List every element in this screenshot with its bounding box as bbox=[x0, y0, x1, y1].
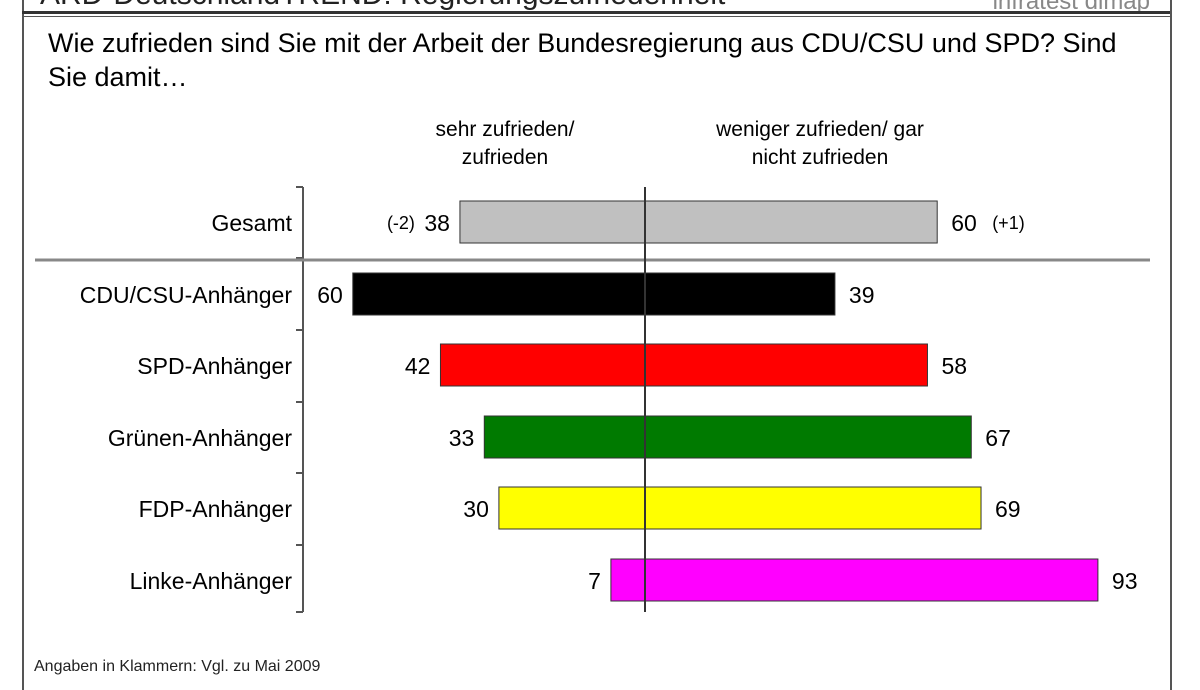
bar-1 bbox=[352, 272, 836, 316]
bar-4 bbox=[498, 486, 982, 530]
question-text: Wie zufrieden sind Sie mit der Arbeit de… bbox=[48, 28, 1117, 92]
value-label-left: 33 bbox=[449, 425, 475, 451]
category-label: Grünen-Anhänger bbox=[108, 425, 292, 451]
value-label-left: 60 bbox=[317, 282, 343, 308]
category-label: FDP-Anhänger bbox=[139, 496, 293, 522]
column-header-left: sehr zufrieden/ zufrieden bbox=[435, 118, 575, 169]
value-label-right: 67 bbox=[985, 425, 1011, 451]
chart-frame bbox=[22, 0, 1172, 690]
value-label-left: 38 bbox=[424, 210, 450, 236]
category-label: CDU/CSU-Anhänger bbox=[80, 282, 293, 308]
category-label: SPD-Anhänger bbox=[137, 353, 292, 379]
value-label-right: 58 bbox=[941, 353, 967, 379]
category-label: Gesamt bbox=[211, 210, 292, 236]
change-label-right: (+1) bbox=[992, 213, 1025, 233]
bar-3 bbox=[483, 415, 972, 459]
value-label-left: 30 bbox=[463, 496, 489, 522]
footnote: Angaben in Klammern: Vgl. zu Mai 2009 bbox=[34, 658, 321, 675]
value-label-right: 93 bbox=[1112, 568, 1138, 594]
bar-0 bbox=[459, 200, 938, 244]
value-label-left: 7 bbox=[588, 568, 601, 594]
title-rule-thin bbox=[22, 16, 1170, 17]
value-label-right: 69 bbox=[995, 496, 1021, 522]
title-rule bbox=[22, 11, 1170, 14]
value-label-right: 39 bbox=[849, 282, 875, 308]
category-label: Linke-Anhänger bbox=[130, 568, 293, 594]
chart-title: ARD-DeutschlandTREND: Regierungszufriede… bbox=[40, 0, 725, 12]
value-label-left: 42 bbox=[405, 353, 431, 379]
column-header-right: weniger zufrieden/ gar nicht zufrieden bbox=[716, 118, 924, 169]
bar-2 bbox=[439, 343, 928, 387]
chart-plot: Gesamt 38 60 (-2) (+1) CDU/CSU-Anhänger 60 39 SP… bbox=[35, 186, 1150, 613]
bar-5 bbox=[610, 558, 1099, 602]
value-label-right: 60 bbox=[951, 210, 977, 236]
change-label-left: (-2) bbox=[387, 213, 415, 233]
